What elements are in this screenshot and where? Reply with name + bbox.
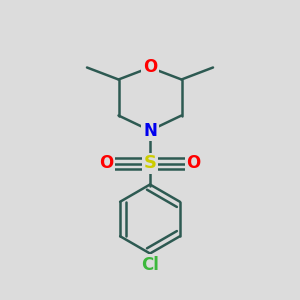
Text: O: O: [143, 58, 157, 76]
Text: O: O: [99, 154, 114, 172]
Text: N: N: [143, 122, 157, 140]
Text: Cl: Cl: [141, 256, 159, 274]
Text: O: O: [186, 154, 201, 172]
Text: S: S: [143, 154, 157, 172]
